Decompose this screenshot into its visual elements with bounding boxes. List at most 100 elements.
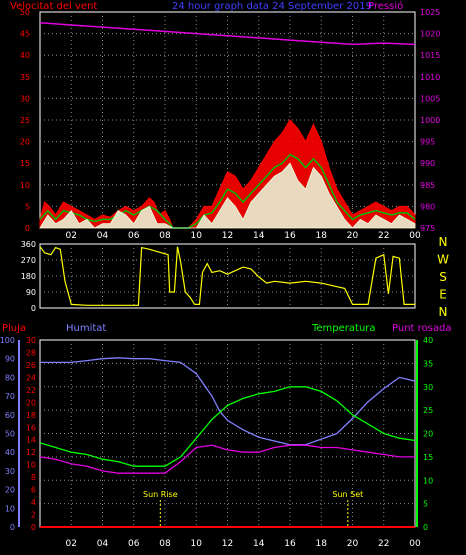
rain-label: Pluja [2, 323, 26, 334]
climate-x-tick-label: 14 [253, 539, 265, 549]
temperature-y-tick-label: 10 [423, 476, 433, 485]
wind-direction-series [39, 246, 415, 306]
compass-label: W [437, 253, 449, 267]
wind-x-tick-label: 22 [378, 231, 389, 241]
wind-x-tick-label: 04 [97, 231, 109, 241]
rain-y-tick-label: 14 [26, 436, 36, 445]
temperature-y-tick-label: 15 [423, 453, 433, 462]
direction-y-tick-label: 270 [21, 256, 36, 265]
climate-x-tick-label: 18 [316, 539, 328, 549]
humidity-y-tick-label: 0 [10, 523, 15, 532]
climate-x-tick-label: 04 [97, 539, 109, 549]
wind-x-tick-label: 14 [253, 231, 265, 241]
rain-y-tick-label: 16 [26, 423, 36, 432]
wind-x-tick-label: 02 [66, 231, 77, 241]
humidity-y-tick-label: 50 [5, 430, 15, 439]
rain-y-tick-label: 30 [26, 336, 36, 345]
wind-x-tick-label: 16 [284, 231, 296, 241]
wind-y-tick-label: 45 [20, 30, 30, 39]
climate-x-tick-label: 12 [222, 539, 233, 549]
pressure-y-tick-label: 990 [420, 159, 435, 168]
humidity-y-tick-label: 100 [0, 336, 15, 345]
wind-x-tick-label: 20 [347, 231, 359, 241]
wind-x-tick-label: 08 [159, 231, 171, 241]
humidity-y-tick-label: 30 [5, 467, 15, 476]
rain-y-tick-label: 6 [31, 486, 36, 495]
sun-rise-label: Sun Rise [143, 490, 178, 499]
wind-y-tick-label: 20 [20, 138, 30, 147]
rain-y-tick-label: 24 [26, 373, 36, 382]
direction-y-tick-label: 0 [31, 304, 36, 313]
wind-low-series [39, 162, 416, 229]
rain-y-tick-label: 18 [26, 411, 36, 420]
compass-label: N [439, 305, 448, 319]
rain-y-tick-label: 28 [26, 348, 36, 357]
climate-x-tick-label: 06 [128, 539, 140, 549]
humidity-y-tick-label: 80 [5, 373, 15, 382]
wind-x-tick-label: 06 [128, 231, 140, 241]
humidity-y-tick-label: 10 [5, 504, 15, 513]
direction-y-tick-label: 360 [21, 240, 36, 249]
wind-y-tick-label: 10 [20, 181, 30, 190]
rain-y-tick-label: 10 [26, 461, 36, 470]
temperature-y-tick-label: 25 [423, 406, 433, 415]
wind-y-tick-label: 50 [20, 8, 30, 17]
temperature-y-tick-label: 30 [423, 383, 433, 392]
dewpoint-label: Punt rosada [392, 323, 451, 334]
pressure-y-tick-label: 1010 [420, 73, 440, 82]
compass-label: E [439, 288, 447, 302]
pressure-y-tick-label: 975 [420, 224, 435, 233]
climate-x-tick-label: 10 [191, 539, 203, 549]
rain-y-tick-label: 2 [31, 511, 36, 520]
wind-x-tick-label: 10 [191, 231, 203, 241]
temperature-label: Temperatura [311, 323, 376, 334]
wind-x-tick-label: 00 [409, 231, 421, 241]
direction-y-tick-label: 180 [21, 272, 36, 281]
pressure-label: Pressió [368, 0, 403, 12]
humidity-temperature-panel: 0510152025303540010203040506070809010002… [0, 336, 433, 549]
sun-set-label: Sun Set [332, 490, 363, 499]
temperature-y-tick-label: 35 [423, 359, 433, 368]
climate-x-tick-label: 20 [347, 539, 359, 549]
pressure-y-tick-label: 985 [420, 181, 435, 190]
pressure-y-tick-label: 980 [420, 202, 435, 211]
wind-x-tick-label: 12 [222, 231, 233, 241]
climate-x-tick-label: 22 [378, 539, 389, 549]
humidity-y-tick-label: 40 [5, 448, 15, 457]
wind-pressure-panel: 0510152025303540455097598098599099510001… [20, 8, 441, 241]
wind-speed-label: Velocitat del vent [10, 1, 97, 12]
humidity-y-tick-label: 20 [5, 486, 15, 495]
temperature-y-tick-label: 20 [423, 430, 433, 439]
compass-label: N [439, 235, 448, 249]
wind-x-tick-label: 18 [316, 231, 328, 241]
wind-y-tick-label: 25 [20, 116, 30, 125]
humidity-y-tick-label: 60 [5, 411, 15, 420]
rain-y-tick-label: 20 [26, 398, 36, 407]
climate-x-tick-label: 00 [409, 539, 421, 549]
pressure-y-tick-label: 1025 [420, 8, 440, 17]
rain-y-tick-label: 4 [31, 498, 36, 507]
wind-y-tick-label: 0 [25, 224, 30, 233]
pressure-y-tick-label: 1000 [420, 116, 440, 125]
wind-y-tick-label: 15 [20, 159, 30, 168]
temperature-series [39, 386, 416, 467]
pressure-series [39, 22, 416, 46]
pressure-y-tick-label: 1020 [420, 30, 440, 39]
rain-y-tick-label: 26 [26, 361, 36, 370]
wind-average-series [39, 153, 416, 229]
wind-y-tick-label: 35 [20, 73, 30, 82]
pressure-y-tick-label: 1015 [420, 51, 440, 60]
direction-y-tick-label: 90 [26, 288, 36, 297]
pressure-y-tick-label: 995 [420, 138, 435, 147]
dewpoint-series [39, 444, 415, 474]
humidity-series [40, 357, 416, 446]
temperature-y-tick-label: 5 [423, 500, 428, 509]
rain-y-tick-label: 8 [31, 473, 36, 482]
humidity-y-tick-label: 70 [5, 392, 15, 401]
rain-y-tick-label: 22 [26, 386, 36, 395]
rain-y-tick-label: 0 [31, 523, 36, 532]
wind-y-tick-label: 30 [20, 94, 30, 103]
